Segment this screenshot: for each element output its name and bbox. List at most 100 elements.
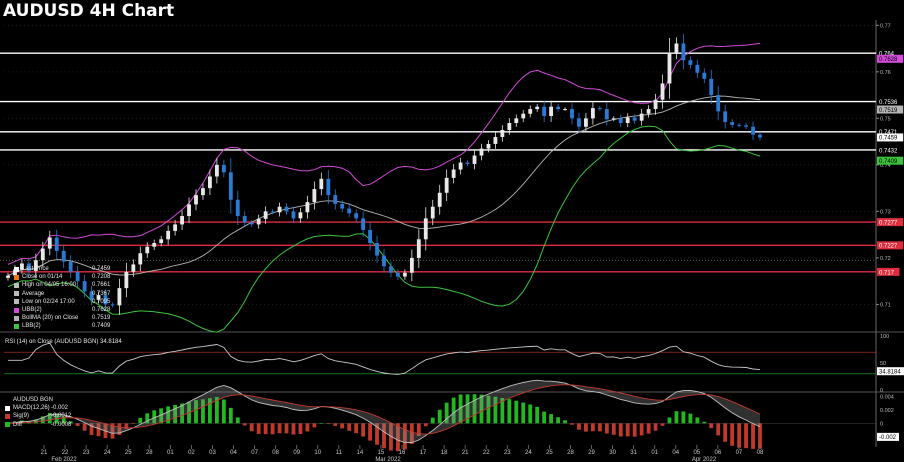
macd-diff-bar bbox=[514, 400, 519, 424]
candle-body bbox=[284, 206, 289, 212]
legend-label: High on 04/05 16:00 bbox=[22, 282, 77, 289]
price-tick-label: 0.74 bbox=[880, 163, 891, 169]
legend-label: Close on 01/14 bbox=[22, 274, 63, 281]
macd-panel: 0.004 0.002 0 -0.002 -0.002 bbox=[4, 379, 899, 452]
x-tick-label: 09 bbox=[293, 450, 300, 456]
macd-legend-item: MACD(12,26) -0.002 bbox=[5, 404, 71, 412]
candle-body bbox=[319, 178, 324, 190]
overlay-tag-bg bbox=[877, 133, 904, 142]
horizontal-levels: 0.764 0.7536 0.7471 0.7432 0.7277 0.7227 0.717 bbox=[0, 49, 904, 276]
candle-body bbox=[549, 106, 554, 117]
x-tick-label: 24 bbox=[104, 450, 111, 456]
candle-body bbox=[214, 164, 219, 177]
macd-diff-bar bbox=[528, 404, 533, 424]
macd-legend-swatch bbox=[5, 414, 10, 419]
candle-body bbox=[737, 124, 742, 126]
macd-diff-bar bbox=[20, 420, 24, 424]
candle-body bbox=[444, 177, 449, 193]
macd-diff-bar bbox=[423, 423, 428, 427]
macd-diff-bar bbox=[82, 423, 87, 431]
macd-diff-bar bbox=[639, 423, 644, 436]
x-tick-label: 08 bbox=[757, 450, 764, 456]
macd-diff-bar bbox=[584, 423, 588, 432]
level-tag-bg bbox=[877, 267, 900, 276]
macd-diff-bar bbox=[444, 402, 449, 424]
y-axis: 0.77 0.76 0.75 0.74 0.73 0.72 0.71 0.7628 0.7519… bbox=[876, 23, 904, 308]
candle-body bbox=[479, 148, 484, 156]
macd-diff-bar bbox=[709, 423, 714, 429]
candle-body bbox=[103, 295, 108, 305]
candle-body bbox=[611, 118, 616, 120]
macd-diff-bar bbox=[319, 423, 324, 424]
candle-body bbox=[180, 216, 184, 225]
x-month-label: Feb 2022 bbox=[51, 457, 77, 462]
macd-diff-bar bbox=[563, 420, 567, 424]
candle-body bbox=[402, 272, 407, 277]
macd-diff-bar bbox=[667, 417, 672, 424]
macd-diff-bar bbox=[256, 423, 261, 434]
macd-value-tag: -0.002 bbox=[879, 435, 897, 441]
price-tick-label: 0.75 bbox=[880, 116, 891, 122]
macd-diff-bar bbox=[361, 423, 366, 437]
candle-body bbox=[751, 126, 755, 135]
macd-tick-label: 0.004 bbox=[880, 394, 894, 400]
candle-body bbox=[138, 253, 143, 265]
macd-legend-value: -0.0012 bbox=[51, 413, 72, 420]
macd-diff-bar bbox=[758, 423, 762, 449]
macd-diff-bar bbox=[152, 410, 157, 424]
macd-diff-bar bbox=[472, 394, 477, 424]
candle-body bbox=[604, 109, 609, 120]
candle-body bbox=[61, 250, 66, 262]
macd-diff-bar bbox=[556, 417, 560, 424]
macd-diff-bar bbox=[430, 417, 435, 424]
candle-body bbox=[584, 118, 588, 127]
macd-diff-bar bbox=[68, 421, 73, 424]
legend-swatch bbox=[14, 315, 19, 321]
legend-swatch bbox=[14, 283, 19, 288]
legend-swatch bbox=[14, 266, 19, 272]
macd-tick-label: 0 bbox=[880, 421, 883, 427]
macd-diff-bar bbox=[409, 423, 414, 445]
candle-body bbox=[228, 172, 233, 200]
candle-body bbox=[389, 266, 393, 273]
candle-body bbox=[472, 155, 477, 164]
level-tag-label: 0.7277 bbox=[879, 220, 898, 226]
legend-value: 0.7519 bbox=[92, 315, 111, 322]
candle-body bbox=[430, 206, 435, 219]
macd-diff-bar bbox=[221, 399, 226, 424]
candle-body bbox=[131, 264, 136, 272]
candle-body bbox=[702, 72, 707, 79]
overlay-tag-label: 0.7519 bbox=[879, 108, 898, 114]
candle-body bbox=[486, 143, 491, 149]
candle-body bbox=[82, 281, 87, 292]
legend-item: Last Price 0.7459 bbox=[14, 265, 110, 273]
level-tag-bg bbox=[877, 241, 904, 250]
macd-diff-bar bbox=[458, 394, 463, 424]
candle-body bbox=[674, 43, 679, 54]
macd-diff-bar bbox=[402, 423, 407, 450]
candle-body bbox=[625, 117, 630, 124]
macd-diff-bar bbox=[173, 404, 178, 424]
candle-body bbox=[577, 118, 581, 127]
x-tick-label: 28 bbox=[567, 450, 574, 456]
macd-diff-bar bbox=[396, 423, 400, 452]
candle-body bbox=[305, 202, 310, 213]
macd-diff-bar bbox=[263, 423, 268, 435]
x-tick-label: 07 bbox=[736, 450, 743, 456]
macd-diff-bar bbox=[375, 423, 379, 445]
overlay-tag-bg bbox=[877, 105, 904, 114]
x-axis: 21 22 23 24 25 28 01 02 03 04 07 08 09 10 11 14 15 16 17 18… bbox=[41, 445, 764, 462]
rsi-value-tag: 34.8184 bbox=[879, 370, 901, 376]
macd-diff-bar bbox=[298, 423, 303, 434]
legend-label: UBB(2) bbox=[22, 307, 42, 314]
rsi-label: RSI (14) on Close (AUDUSD BGN) 34.8184 bbox=[5, 339, 122, 345]
macd-diff-bar bbox=[625, 423, 630, 437]
candle-body bbox=[709, 78, 714, 96]
macd-diff-bar bbox=[208, 398, 212, 424]
x-tick-label: 17 bbox=[420, 450, 427, 456]
candle-body bbox=[145, 246, 150, 254]
candle-body bbox=[375, 243, 379, 256]
x-tick-label: 08 bbox=[272, 450, 279, 456]
candle-body bbox=[667, 53, 672, 84]
level-tag-label: 0.7536 bbox=[879, 100, 898, 106]
